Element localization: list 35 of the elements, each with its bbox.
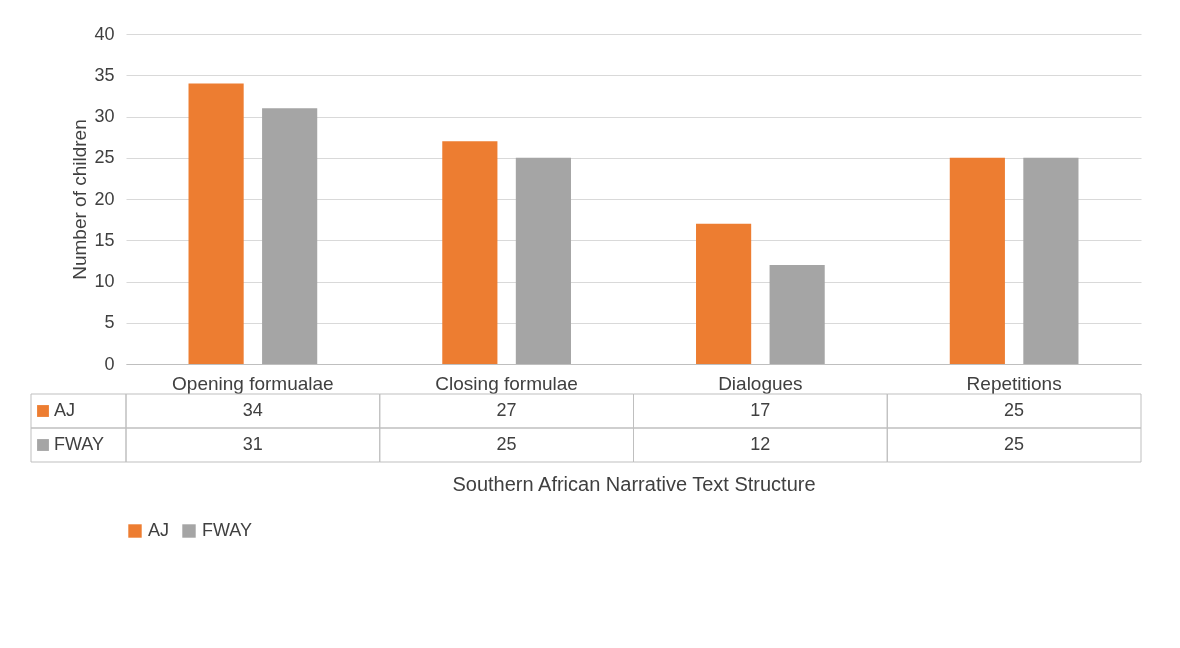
- data-label: 12: [750, 434, 771, 454]
- y-tick-label: 15: [94, 229, 115, 250]
- x-tick-label: Dialogues: [718, 372, 803, 394]
- bar: [696, 223, 752, 364]
- y-tick-label: 10: [94, 271, 115, 291]
- bar: [442, 141, 498, 364]
- legend-label: FWAY: [202, 520, 252, 540]
- data-label: 34: [242, 400, 263, 420]
- y-tick-label: 25: [94, 147, 115, 168]
- x-axis-title: Southern African Narrative Text Structure: [452, 472, 816, 495]
- bar: [262, 108, 318, 364]
- bar: [949, 157, 1005, 364]
- data-label: 25: [1004, 434, 1025, 454]
- y-tick-label: 20: [94, 188, 115, 209]
- y-tick-label: 35: [94, 64, 115, 85]
- data-label: 25: [496, 434, 517, 454]
- text: FWAY: [54, 434, 104, 454]
- x-tick-label: Opening formualae: [172, 372, 334, 394]
- data-label: 25: [1004, 400, 1025, 420]
- y-axis-title: Number of children: [69, 119, 91, 280]
- data-label: 17: [750, 400, 771, 420]
- y-tick-label: 5: [104, 312, 115, 333]
- x-tick-label: Closing formulae: [435, 372, 578, 394]
- text: AJ: [148, 520, 170, 540]
- data-label: 27: [496, 400, 517, 420]
- bar: [1023, 157, 1079, 364]
- bar: [515, 157, 571, 364]
- legend-label: AJ: [54, 400, 76, 420]
- y-tick-label: 30: [94, 106, 115, 126]
- data-label: 31: [242, 434, 263, 454]
- bar: [769, 265, 825, 364]
- y-tick-label: 40: [94, 23, 115, 44]
- x-tick-label: Repetitions: [966, 372, 1062, 394]
- bar: [188, 83, 244, 364]
- y-tick-label: 0: [104, 353, 115, 374]
